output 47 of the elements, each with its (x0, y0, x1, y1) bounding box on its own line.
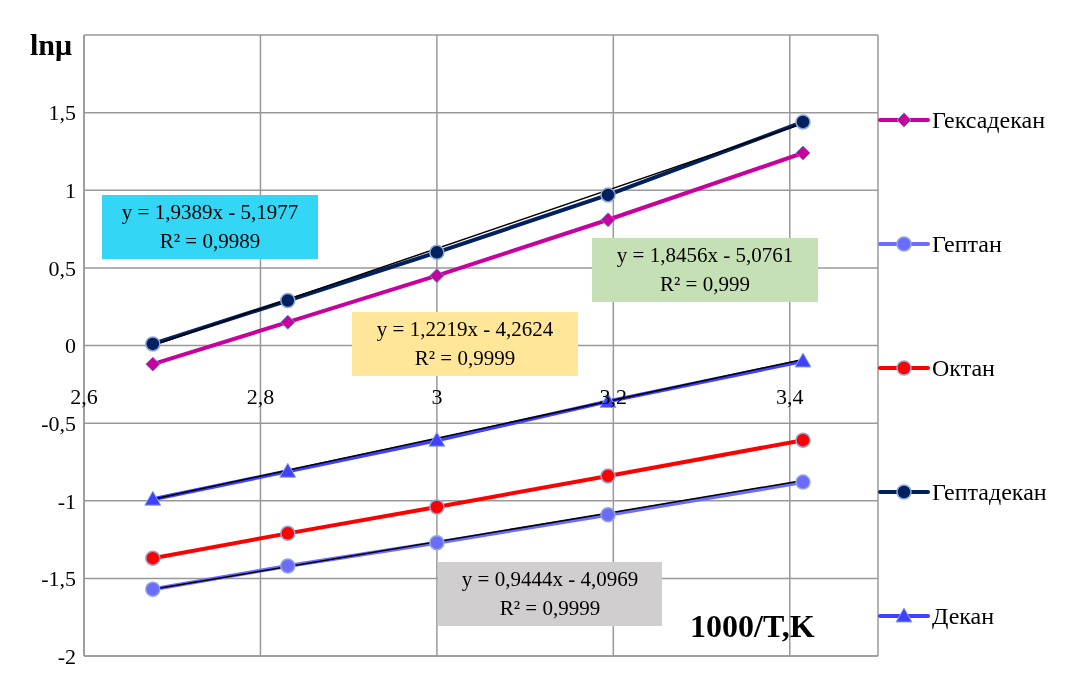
x-axis-title: 1000/T,K (690, 608, 815, 645)
point (429, 534, 445, 551)
y-tick-label: 1 (65, 178, 76, 204)
point (279, 462, 297, 478)
point (145, 581, 161, 597)
point (429, 244, 445, 261)
y-tick-label: -0,5 (41, 410, 76, 436)
point (795, 474, 811, 490)
x-tick-label: 2,6 (70, 383, 98, 409)
legend-label: Октан (932, 354, 995, 382)
legend-label: Гептадекан (932, 478, 1047, 506)
legend-label: Декан (932, 602, 995, 630)
point (280, 314, 296, 330)
point (280, 558, 296, 574)
point (600, 468, 616, 484)
y-tick-label: -1,5 (41, 566, 76, 592)
y-tick-label: -2 (57, 643, 76, 669)
point (145, 550, 161, 566)
point (600, 506, 616, 523)
y-tick-label: 0,5 (48, 255, 76, 281)
point (280, 292, 296, 309)
point (429, 268, 445, 284)
point (795, 114, 811, 130)
legend-label: Гептан (932, 230, 1002, 258)
x-tick-label: 3,4 (776, 383, 804, 409)
x-tick-label: 2,8 (246, 383, 275, 409)
x-tick-label: 3 (431, 383, 443, 409)
y-axis-title: lnμ (30, 28, 73, 62)
point (144, 490, 162, 506)
annotation: y = 1,2219x - 4,2624 R² = 0,9999 (352, 315, 578, 373)
point (794, 352, 812, 368)
point (145, 356, 161, 372)
point (795, 145, 811, 161)
y-tick-label: 0 (65, 333, 76, 359)
annotation: y = 1,9389x - 5,1977 R² = 0,9989 (102, 198, 318, 256)
point (429, 499, 445, 515)
annotation: y = 1,8456x - 5,0761 R² = 0,999 (592, 241, 818, 299)
point (280, 525, 296, 542)
point (600, 212, 616, 228)
point (428, 431, 446, 447)
annotation: y = 0,9444x - 4,0969 R² = 0,9999 (438, 565, 662, 623)
legend-label: Гексадекан (932, 106, 1046, 134)
y-tick-label: -1 (57, 488, 76, 514)
point (600, 187, 616, 203)
point (795, 432, 811, 448)
y-tick-label: 1,5 (48, 100, 76, 126)
point (145, 336, 161, 352)
